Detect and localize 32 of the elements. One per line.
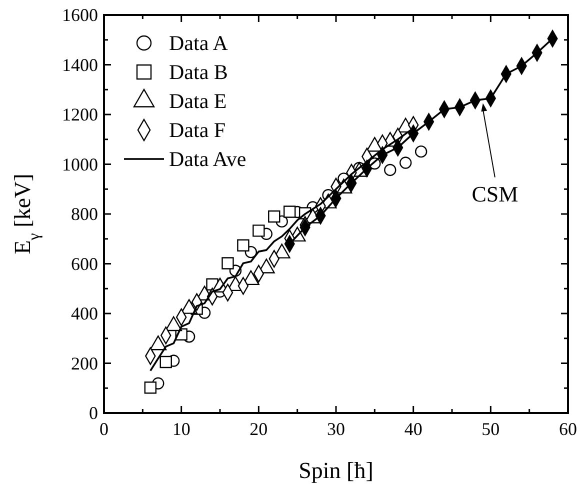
point: [144, 382, 156, 394]
point: [252, 224, 265, 237]
legend-label: Data Ave: [169, 147, 246, 171]
x-tick-label: 30: [327, 419, 345, 439]
point: [400, 156, 412, 169]
point: [222, 257, 234, 270]
y-tick-label: 1000: [62, 154, 98, 174]
x-tick-label: 20: [250, 419, 268, 439]
y-tick-label: 200: [71, 353, 98, 374]
y-tick-label: 0: [89, 403, 98, 423]
x-axis-title: Spin [ħ]: [298, 458, 374, 483]
point: [414, 145, 428, 158]
x-tick-label: 60: [559, 419, 577, 439]
y-tick-label: 600: [71, 254, 98, 274]
x-tick-label: 50: [482, 419, 500, 439]
point: [160, 356, 172, 368]
point: [268, 210, 280, 223]
legend-label: Data A: [169, 31, 229, 55]
y-tick-label: 1400: [62, 54, 98, 75]
annotation: CSM: [472, 181, 518, 206]
y-tick-label: 400: [71, 304, 98, 324]
point: [384, 164, 396, 176]
point: [237, 239, 250, 252]
legend-label: Data B: [169, 60, 228, 84]
point: [284, 206, 296, 218]
y-tick-label: 800: [71, 204, 98, 224]
legend-label: Data F: [169, 118, 226, 142]
y-tick-label: 1600: [62, 5, 98, 25]
y-tick-label: 1200: [62, 104, 98, 124]
legend-label: Data E: [169, 89, 227, 113]
x-tick-label: 40: [404, 419, 422, 439]
x-tick-label: 10: [172, 419, 190, 439]
